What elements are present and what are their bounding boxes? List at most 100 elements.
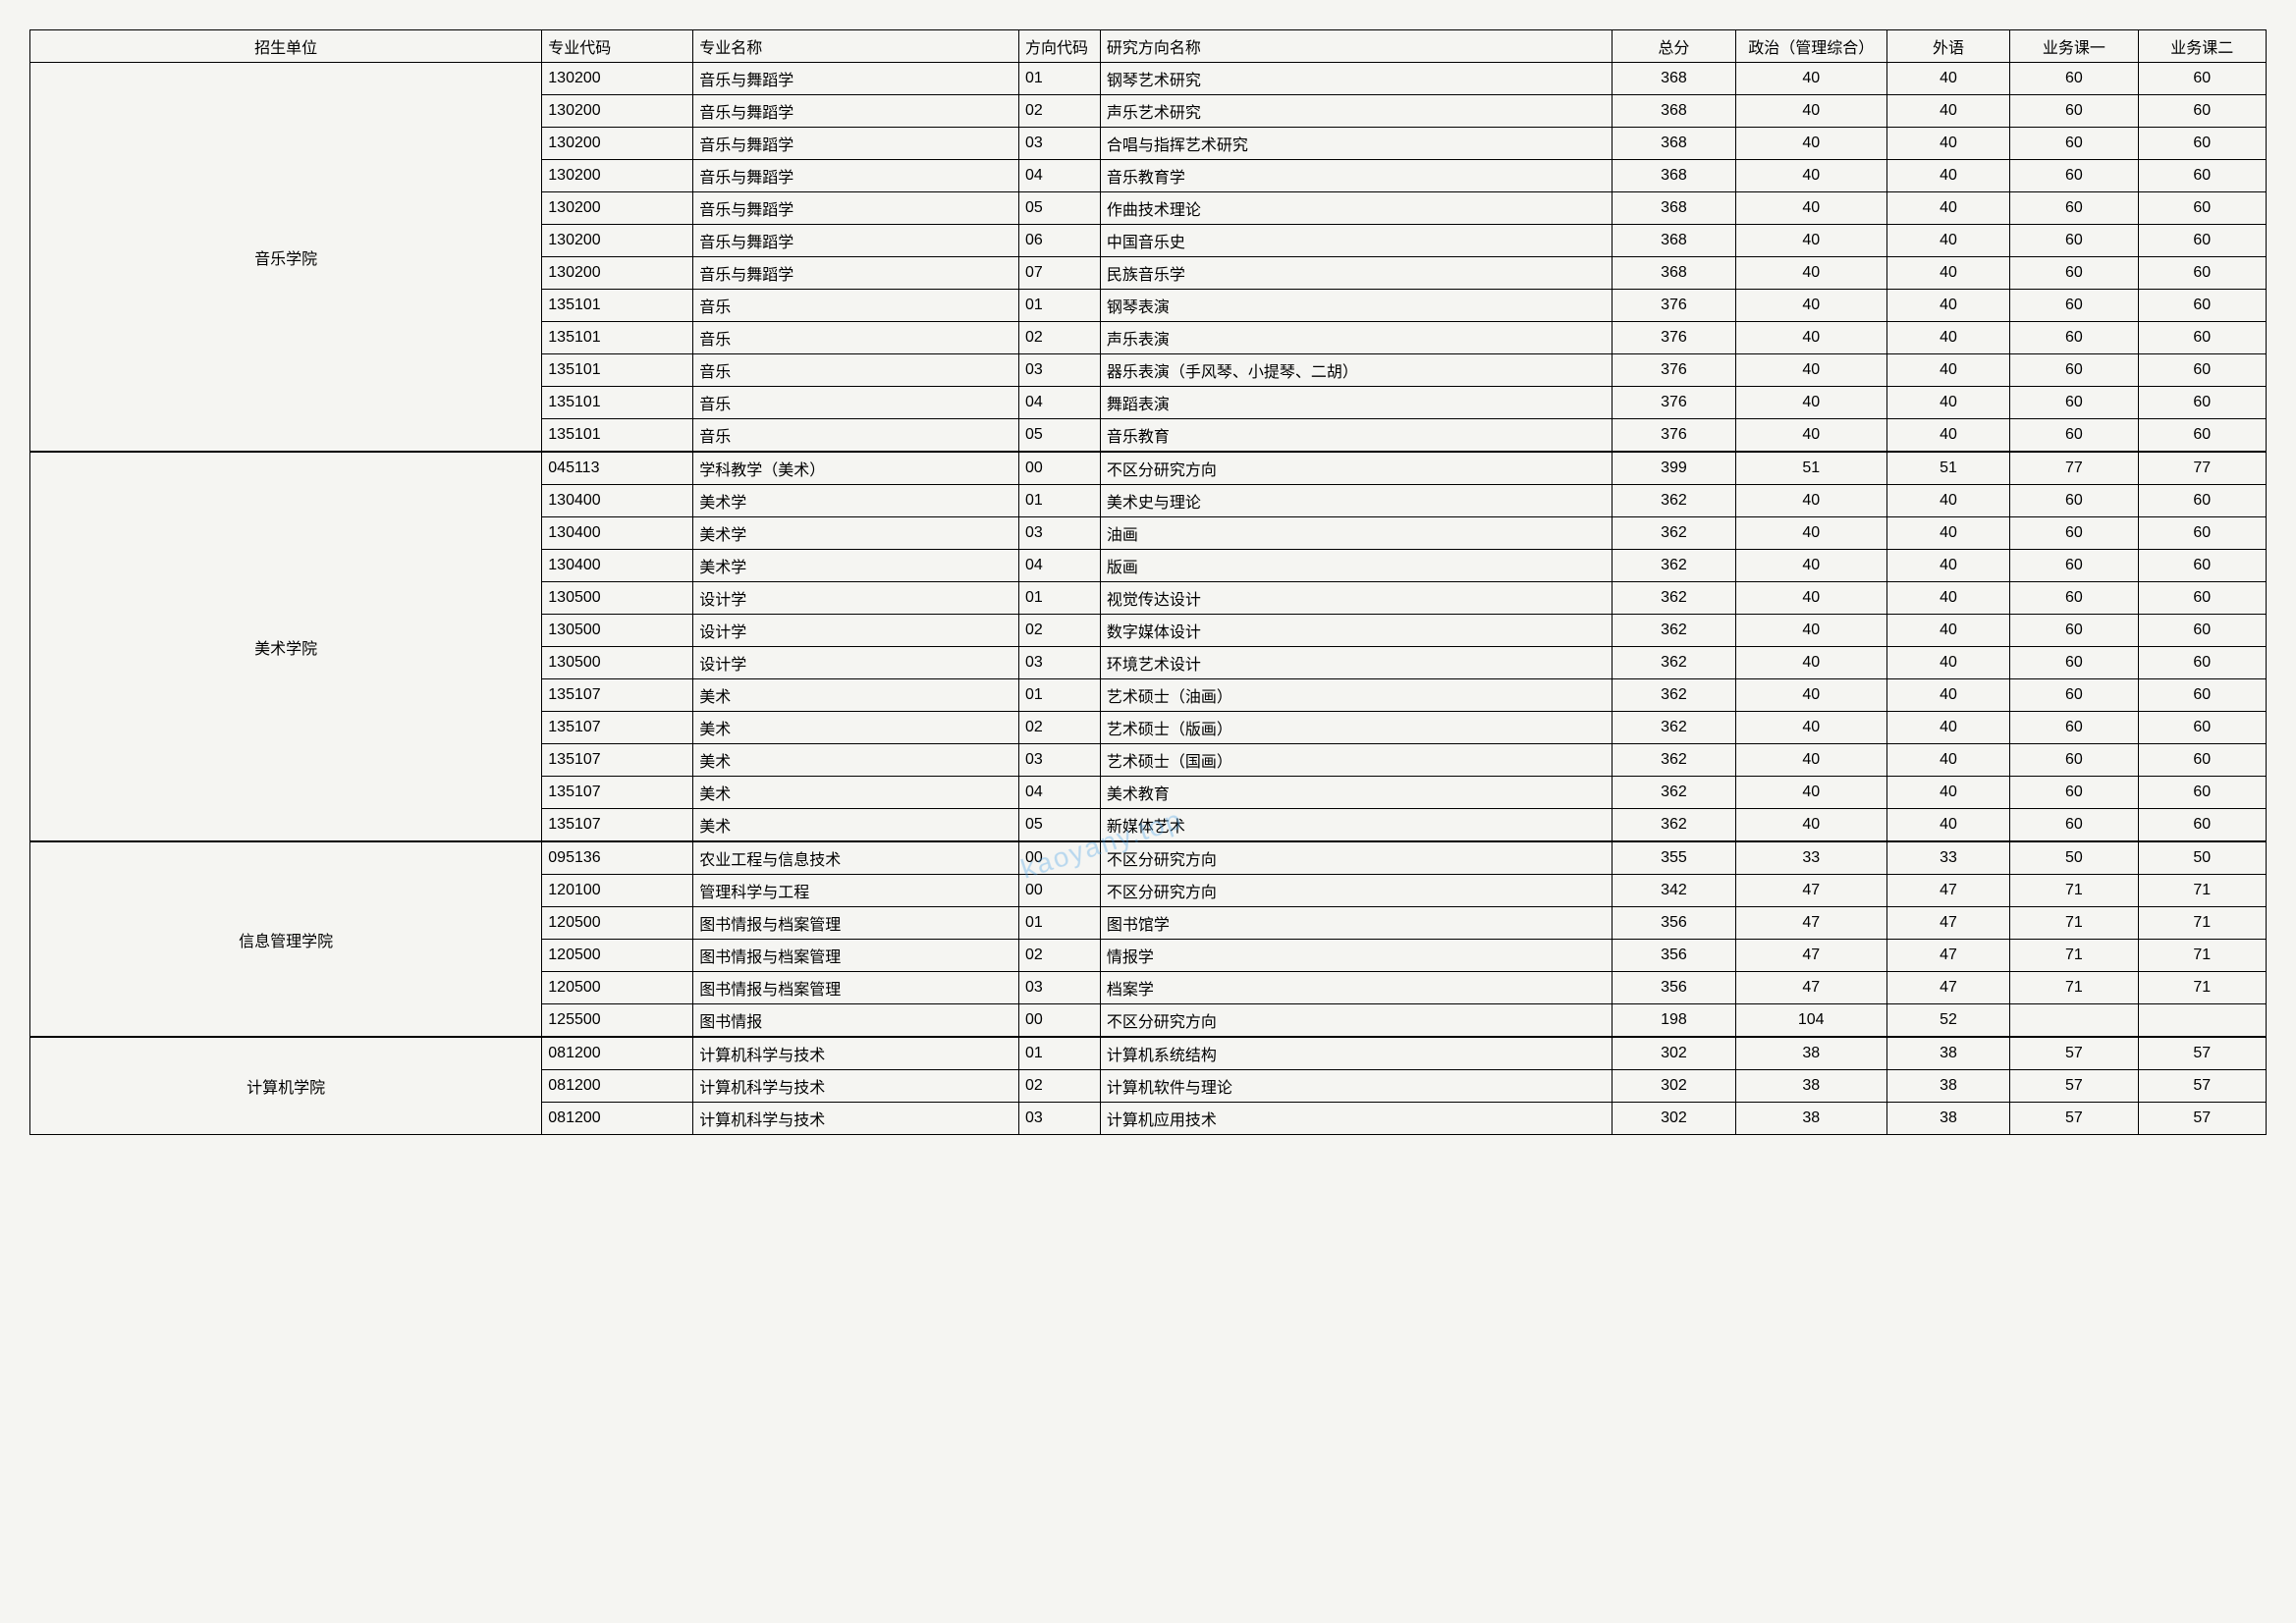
data-cell: 081200 [542,1070,693,1103]
data-cell: 美术 [693,679,1019,712]
data-cell: 135107 [542,777,693,809]
data-cell: 民族音乐学 [1100,257,1612,290]
data-cell: 03 [1018,972,1100,1004]
data-cell: 不区分研究方向 [1100,841,1612,875]
data-cell: 40 [1735,354,1886,387]
column-header: 政治（管理综合） [1735,30,1886,63]
data-cell: 60 [2138,322,2266,354]
table-row: 计算机学院081200计算机科学与技术01计算机系统结构30238385757 [30,1037,2267,1070]
data-cell: 130200 [542,257,693,290]
data-cell: 47 [1886,972,2010,1004]
data-cell: 音乐与舞蹈学 [693,192,1019,225]
data-cell: 60 [2010,517,2138,550]
data-cell: 77 [2010,452,2138,485]
data-cell: 60 [2010,485,2138,517]
data-cell: 06 [1018,225,1100,257]
admission-table: 招生单位专业代码专业名称方向代码研究方向名称总分政治（管理综合）外语业务课一业务… [29,29,2267,1135]
data-cell: 47 [1735,972,1886,1004]
data-cell: 38 [1735,1037,1886,1070]
data-cell: 302 [1613,1103,1736,1135]
data-cell: 40 [1886,777,2010,809]
data-cell: 362 [1613,744,1736,777]
data-cell: 不区分研究方向 [1100,875,1612,907]
data-cell: 368 [1613,128,1736,160]
data-cell: 计算机科学与技术 [693,1070,1019,1103]
data-cell: 04 [1018,160,1100,192]
data-cell: 钢琴表演 [1100,290,1612,322]
data-cell: 04 [1018,777,1100,809]
data-cell: 376 [1613,290,1736,322]
data-cell: 47 [1735,907,1886,940]
data-cell: 02 [1018,322,1100,354]
column-header: 招生单位 [30,30,542,63]
data-cell: 40 [1886,582,2010,615]
data-cell: 01 [1018,582,1100,615]
data-cell: 51 [1886,452,2010,485]
data-cell: 095136 [542,841,693,875]
unit-cell: 音乐学院 [30,63,542,453]
data-cell: 130500 [542,615,693,647]
data-cell: 图书情报 [693,1004,1019,1038]
column-header: 业务课一 [2010,30,2138,63]
data-cell: 71 [2010,940,2138,972]
data-cell: 40 [1735,712,1886,744]
data-cell: 美术 [693,777,1019,809]
data-cell: 40 [1735,192,1886,225]
data-cell: 342 [1613,875,1736,907]
unit-cell: 美术学院 [30,452,542,841]
data-cell: 60 [2010,809,2138,842]
data-cell: 71 [2010,972,2138,1004]
data-cell: 图书情报与档案管理 [693,940,1019,972]
data-cell: 音乐教育 [1100,419,1612,453]
data-cell: 音乐 [693,322,1019,354]
data-cell: 40 [1735,615,1886,647]
data-cell: 130200 [542,192,693,225]
data-cell: 130200 [542,128,693,160]
data-cell: 376 [1613,322,1736,354]
data-cell: 钢琴艺术研究 [1100,63,1612,95]
data-cell: 美术学 [693,550,1019,582]
data-cell: 362 [1613,550,1736,582]
data-cell: 60 [2138,777,2266,809]
data-cell: 美术学 [693,485,1019,517]
data-cell: 60 [2138,517,2266,550]
data-cell: 51 [1735,452,1886,485]
data-cell: 03 [1018,647,1100,679]
data-cell: 120500 [542,907,693,940]
data-cell: 130200 [542,63,693,95]
data-cell: 33 [1886,841,2010,875]
data-cell: 135107 [542,712,693,744]
data-cell: 40 [1735,550,1886,582]
data-cell: 版画 [1100,550,1612,582]
column-header: 专业名称 [693,30,1019,63]
data-cell: 美术学 [693,517,1019,550]
data-cell: 作曲技术理论 [1100,192,1612,225]
table-row: 美术学院045113学科教学（美术）00不区分研究方向39951517777 [30,452,2267,485]
data-cell: 40 [1886,809,2010,842]
data-cell: 00 [1018,1004,1100,1038]
data-cell: 学科教学（美术） [693,452,1019,485]
data-cell: 00 [1018,841,1100,875]
data-cell: 04 [1018,550,1100,582]
data-cell: 40 [1735,322,1886,354]
data-cell: 艺术硕士（版画） [1100,712,1612,744]
table-body: 音乐学院130200音乐与舞蹈学01钢琴艺术研究3684040606013020… [30,63,2267,1135]
data-cell: 40 [1886,354,2010,387]
data-cell: 合唱与指挥艺术研究 [1100,128,1612,160]
data-cell: 档案学 [1100,972,1612,1004]
data-cell: 60 [2138,582,2266,615]
data-cell: 计算机科学与技术 [693,1103,1019,1135]
data-cell: 362 [1613,777,1736,809]
data-cell: 081200 [542,1037,693,1070]
data-cell: 120500 [542,940,693,972]
data-cell: 新媒体艺术 [1100,809,1612,842]
data-cell: 50 [2138,841,2266,875]
data-cell: 02 [1018,940,1100,972]
data-cell: 71 [2138,907,2266,940]
data-cell: 60 [2010,647,2138,679]
data-cell: 362 [1613,712,1736,744]
data-cell: 02 [1018,95,1100,128]
data-cell: 60 [2138,550,2266,582]
data-cell: 03 [1018,128,1100,160]
data-cell: 计算机软件与理论 [1100,1070,1612,1103]
